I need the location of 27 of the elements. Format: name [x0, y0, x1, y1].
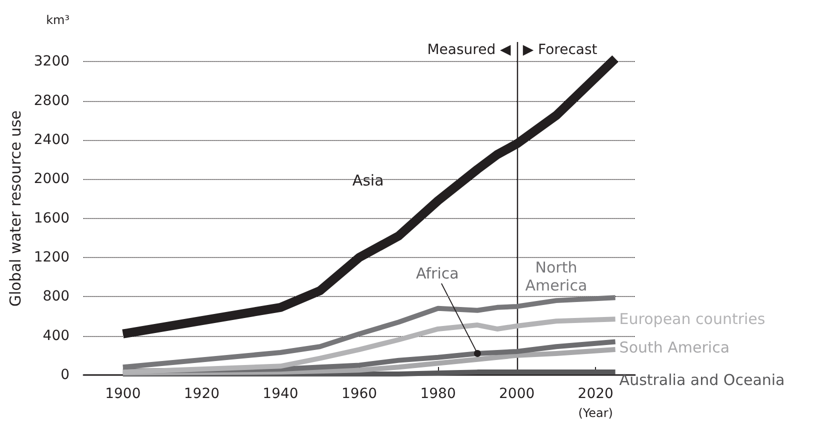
annotation: ▶ Forecast: [522, 42, 598, 58]
series-label: European countries: [619, 310, 766, 328]
annotation: Measured ◀: [427, 42, 512, 58]
x-axis-title: (Year): [578, 406, 613, 420]
y-tick-label: 800: [42, 288, 70, 305]
y-axis-title: Global water resource use: [6, 110, 24, 307]
y-tick-label: 1600: [34, 210, 70, 226]
series-label: North America: [525, 258, 588, 295]
y-tick-label: 2800: [34, 92, 70, 109]
y-tick-label: 0: [60, 367, 70, 383]
x-tick-label: 1920: [184, 386, 220, 402]
y-tick-label: 2400: [34, 132, 70, 148]
text: Asia: [352, 172, 384, 190]
x-tick-label: 1940: [262, 386, 298, 402]
x-tick-label: 1960: [341, 386, 378, 402]
x-tick-label: 1980: [420, 386, 456, 402]
y-tick-label: 400: [42, 328, 70, 344]
text: km³: [46, 13, 70, 27]
y-tick-label: 2000: [34, 171, 70, 188]
series-label: Australia and Oceania: [619, 371, 785, 390]
text: Africa: [416, 264, 459, 282]
x-tick-label: 1900: [105, 386, 141, 402]
series-label: South America: [619, 338, 730, 357]
y-tick-label: 3200: [34, 54, 70, 70]
y-tick-label: 1200: [34, 249, 70, 266]
x-tick-label: 2020: [578, 386, 614, 402]
x-tick-label: 2000: [499, 386, 535, 402]
